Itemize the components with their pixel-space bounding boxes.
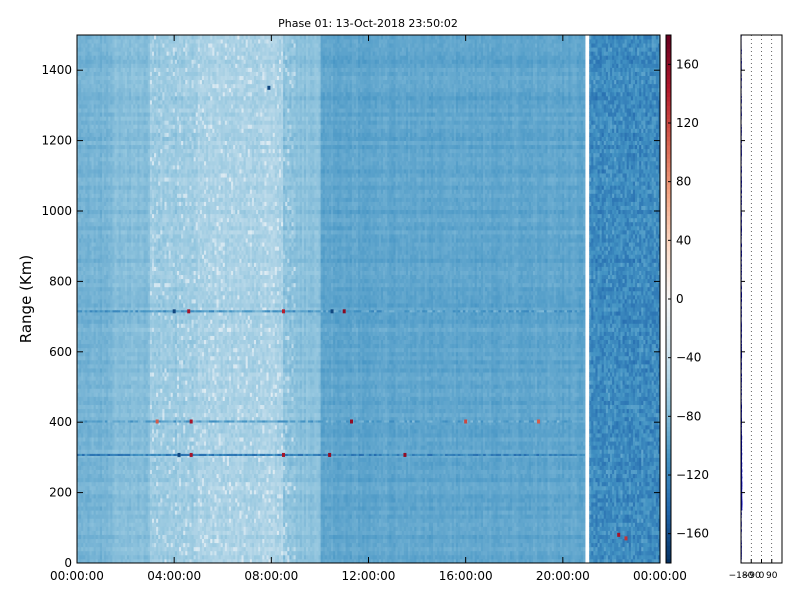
chart-title: Phase 01: 13-Oct-2018 23:50:02 (278, 17, 458, 30)
y-axis-label: Range (Km) (17, 255, 35, 343)
heatmap-cells (77, 35, 660, 563)
